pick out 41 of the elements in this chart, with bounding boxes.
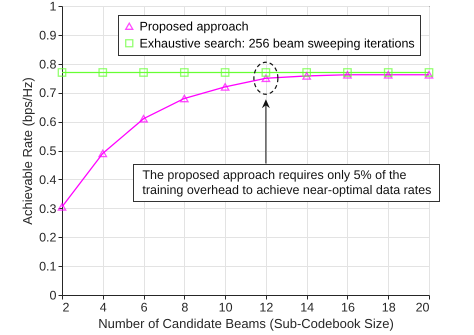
x-tick-label: 8 — [181, 300, 188, 314]
x-tick-label: 4 — [100, 300, 107, 314]
y-tick-label: 0.5 — [39, 144, 57, 158]
point — [180, 94, 189, 102]
point — [58, 68, 66, 77]
point — [424, 70, 434, 79]
point — [139, 68, 148, 77]
x-tick-label: 12 — [259, 300, 274, 314]
x-axis-title: Number of Candidate Beams (Sub-Codebook Size) — [98, 316, 394, 331]
y-tick-label: 0.8 — [39, 57, 57, 72]
y-tick-label: 0.3 — [39, 202, 57, 216]
point — [98, 150, 108, 158]
x-tick-label: 20 — [416, 300, 430, 314]
legend-label: Exhaustive search: 256 beam sweeping iterations — [140, 36, 415, 50]
point — [98, 68, 108, 77]
annotation: The proposed approach requires only 5% of the training overhead to achieve near-optimal data rates — [133, 164, 440, 202]
x-tick-label: 2 — [62, 300, 70, 314]
x-tick-label: 16 — [340, 300, 355, 314]
y-tick-label: 0 — [50, 288, 57, 302]
y-tick-label: 0.9 — [39, 28, 57, 42]
point — [302, 68, 312, 77]
x-tick-label: 18 — [382, 300, 396, 314]
y-tick-label: 0.6 — [39, 115, 57, 130]
point — [302, 72, 312, 80]
y-tick-label: 0.2 — [39, 230, 57, 245]
point — [220, 83, 230, 91]
x-tick-label: 10 — [218, 300, 233, 314]
point — [220, 68, 230, 77]
point — [180, 68, 189, 77]
y-tick-label: 0.7 — [39, 86, 57, 100]
point — [58, 202, 66, 211]
y-tick-label: 0.1 — [39, 260, 57, 274]
point — [139, 114, 148, 123]
y-tick-label: 0.4 — [39, 172, 57, 187]
y-tick-label: 1 — [50, 0, 57, 14]
x-tick-label: 6 — [140, 300, 148, 314]
legend-label: Proposed approach — [140, 19, 249, 34]
point — [384, 70, 393, 79]
y-axis-title: Achievable Rate (bps/Hz) — [20, 77, 36, 225]
point — [343, 70, 352, 79]
x-tick-label: 14 — [300, 300, 314, 314]
